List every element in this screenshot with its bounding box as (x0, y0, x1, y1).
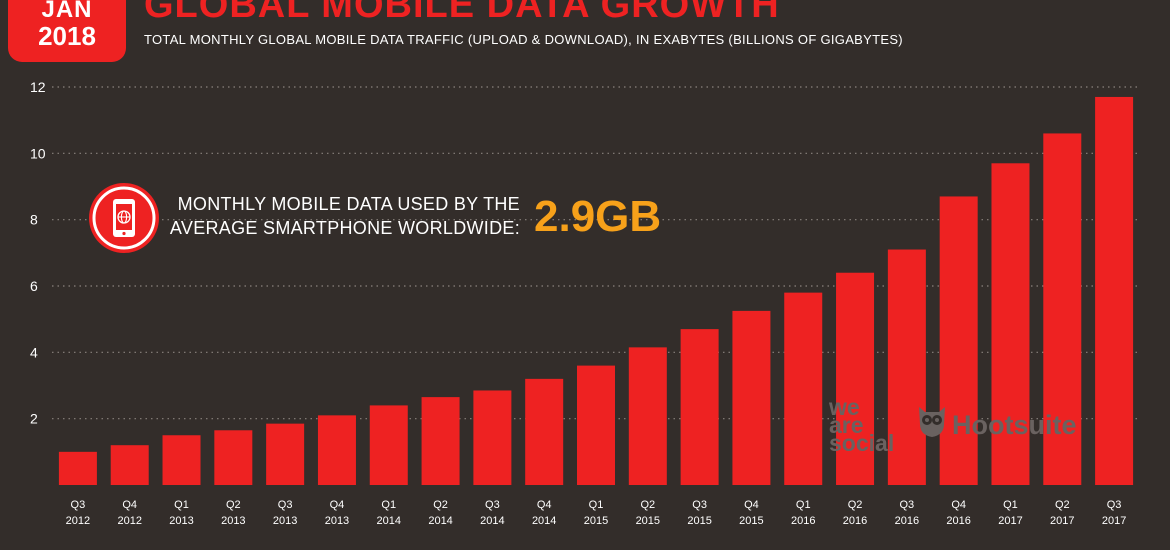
y-tick-label: 6 (30, 278, 38, 294)
x-tick-label-quarter: Q4 (951, 499, 966, 511)
x-tick-label-year: 2015 (687, 515, 711, 527)
bar (58, 451, 97, 485)
x-tick-label-quarter: Q3 (278, 499, 293, 511)
y-tick-label: 4 (30, 344, 38, 360)
x-tick-label-year: 2012 (117, 515, 141, 527)
bar (1043, 133, 1082, 485)
x-tick-label-year: 2014 (480, 515, 504, 527)
bar (732, 310, 771, 485)
badge-year: 2018 (38, 21, 96, 51)
bar (369, 405, 408, 485)
bar (162, 435, 201, 485)
x-tick-label-quarter: Q4 (744, 499, 759, 511)
bar (214, 430, 253, 485)
y-tick-label: 10 (30, 145, 46, 161)
y-tick-label: 12 (30, 79, 46, 95)
callout-label: MONTHLY MOBILE DATA USED BY THE AVERAGE … (166, 192, 520, 240)
bar (266, 423, 305, 485)
badge-month: JAN (41, 0, 93, 23)
x-tick-label-year: 2013 (273, 515, 297, 527)
x-tick-label-quarter: Q3 (1107, 499, 1122, 511)
x-tick-label-year: 2012 (66, 515, 90, 527)
x-tick-label-year: 2013 (325, 515, 349, 527)
bar (473, 390, 512, 485)
callout-line-2: AVERAGE SMARTPHONE WORLDWIDE: (169, 218, 520, 238)
callout-value: 2.9GB (534, 192, 662, 241)
x-tick-label-quarter: Q2 (1055, 499, 1070, 511)
x-tick-label-year: 2013 (221, 515, 245, 527)
callout-line-1: MONTHLY MOBILE DATA USED BY THE (177, 194, 520, 214)
bar (836, 272, 875, 485)
bar (991, 163, 1030, 486)
y-tick-label: 2 (30, 411, 38, 427)
x-tick-label-year: 2016 (843, 515, 867, 527)
x-tick-label-year: 2016 (946, 515, 970, 527)
logo-was-line-1: we (829, 394, 860, 420)
bar (784, 292, 823, 485)
y-tick-label: 8 (30, 212, 38, 228)
x-tick-label-year: 2014 (377, 515, 401, 527)
date-badge: JAN 2018 (8, 0, 126, 62)
x-tick-label-quarter: Q4 (537, 499, 552, 511)
x-tick-label-quarter: Q3 (485, 499, 500, 511)
x-tick-label-quarter: Q2 (433, 499, 448, 511)
x-tick-label-quarter: Q1 (796, 499, 811, 511)
bar (577, 365, 615, 485)
bar (421, 397, 460, 485)
x-tick-label-year: 2017 (1050, 515, 1074, 527)
x-tick-label-year: 2014 (532, 515, 556, 527)
x-tick-label-quarter: Q3 (692, 499, 707, 511)
x-tick-label-quarter: Q1 (589, 499, 604, 511)
bar (680, 329, 719, 485)
x-tick-label-year: 2013 (169, 515, 193, 527)
x-tick-label-quarter: Q1 (381, 499, 396, 511)
bar (628, 347, 667, 485)
x-tick-label-year: 2017 (998, 515, 1022, 527)
x-tick-label-quarter: Q4 (330, 499, 345, 511)
x-tick-label-year: 2015 (739, 515, 763, 527)
x-tick-label-year: 2014 (428, 515, 452, 527)
we-are-social-logo: we are social (829, 394, 895, 456)
hootsuite-logo: Hootsuite (952, 410, 1077, 440)
bar (1095, 96, 1134, 485)
hootsuite-owl-icon (919, 407, 945, 437)
x-tick-label-quarter: Q4 (122, 499, 137, 511)
smartphone-globe-icon (89, 183, 159, 253)
bar (939, 196, 978, 485)
logo-was-line-3: social (829, 430, 895, 456)
logo-was-line-2: are (829, 412, 864, 438)
x-tick-label-quarter: Q2 (226, 499, 241, 511)
x-tick-label-quarter: Q3 (900, 499, 915, 511)
bar (525, 378, 564, 485)
page-title: GLOBAL MOBILE DATA GROWTH (144, 0, 780, 26)
x-tick-label-quarter: Q3 (71, 499, 86, 511)
bar (887, 249, 926, 485)
x-tick-label-quarter: Q1 (174, 499, 189, 511)
bar (110, 445, 149, 485)
x-tick-label-year: 2015 (636, 515, 660, 527)
x-tick-label-year: 2015 (584, 515, 608, 527)
x-tick-label-quarter: Q1 (1003, 499, 1018, 511)
x-tick-label-year: 2016 (791, 515, 815, 527)
x-tick-label-year: 2016 (895, 515, 919, 527)
page-subtitle: TOTAL MONTHLY GLOBAL MOBILE DATA TRAFFIC… (144, 32, 903, 47)
x-tick-label-quarter: Q2 (848, 499, 863, 511)
bar (317, 415, 356, 485)
x-tick-label-year: 2017 (1102, 515, 1126, 527)
x-tick-label-quarter: Q2 (640, 499, 655, 511)
